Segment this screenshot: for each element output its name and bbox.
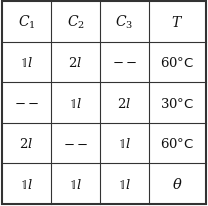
Text: $--$: $--$: [14, 97, 39, 109]
Text: $2l$: $2l$: [117, 96, 131, 110]
Text: $\mathbb{1}l$: $\mathbb{1}l$: [69, 96, 82, 110]
Text: $60°$C: $60°$C: [160, 56, 194, 70]
Text: $C_2$: $C_2$: [67, 14, 84, 31]
Text: $\mathbb{1}l$: $\mathbb{1}l$: [20, 56, 33, 70]
Text: $\theta$: $\theta$: [172, 176, 183, 191]
Text: $\mathbb{1}l$: $\mathbb{1}l$: [118, 177, 131, 191]
Text: $30°$C: $30°$C: [160, 96, 194, 110]
Text: $2l$: $2l$: [20, 136, 34, 150]
Text: $60°$C: $60°$C: [160, 136, 194, 150]
Text: $C_1$: $C_1$: [18, 14, 35, 31]
Text: $\mathbb{1}l$: $\mathbb{1}l$: [118, 136, 131, 150]
Text: $C_3$: $C_3$: [115, 14, 134, 31]
Text: $\mathbb{1}l$: $\mathbb{1}l$: [20, 177, 33, 191]
Text: $\mathbb{1}l$: $\mathbb{1}l$: [69, 177, 82, 191]
Text: $--$: $--$: [112, 56, 137, 69]
Text: $--$: $--$: [63, 137, 88, 150]
Text: $T$: $T$: [171, 15, 183, 30]
Text: $2l$: $2l$: [68, 56, 83, 70]
